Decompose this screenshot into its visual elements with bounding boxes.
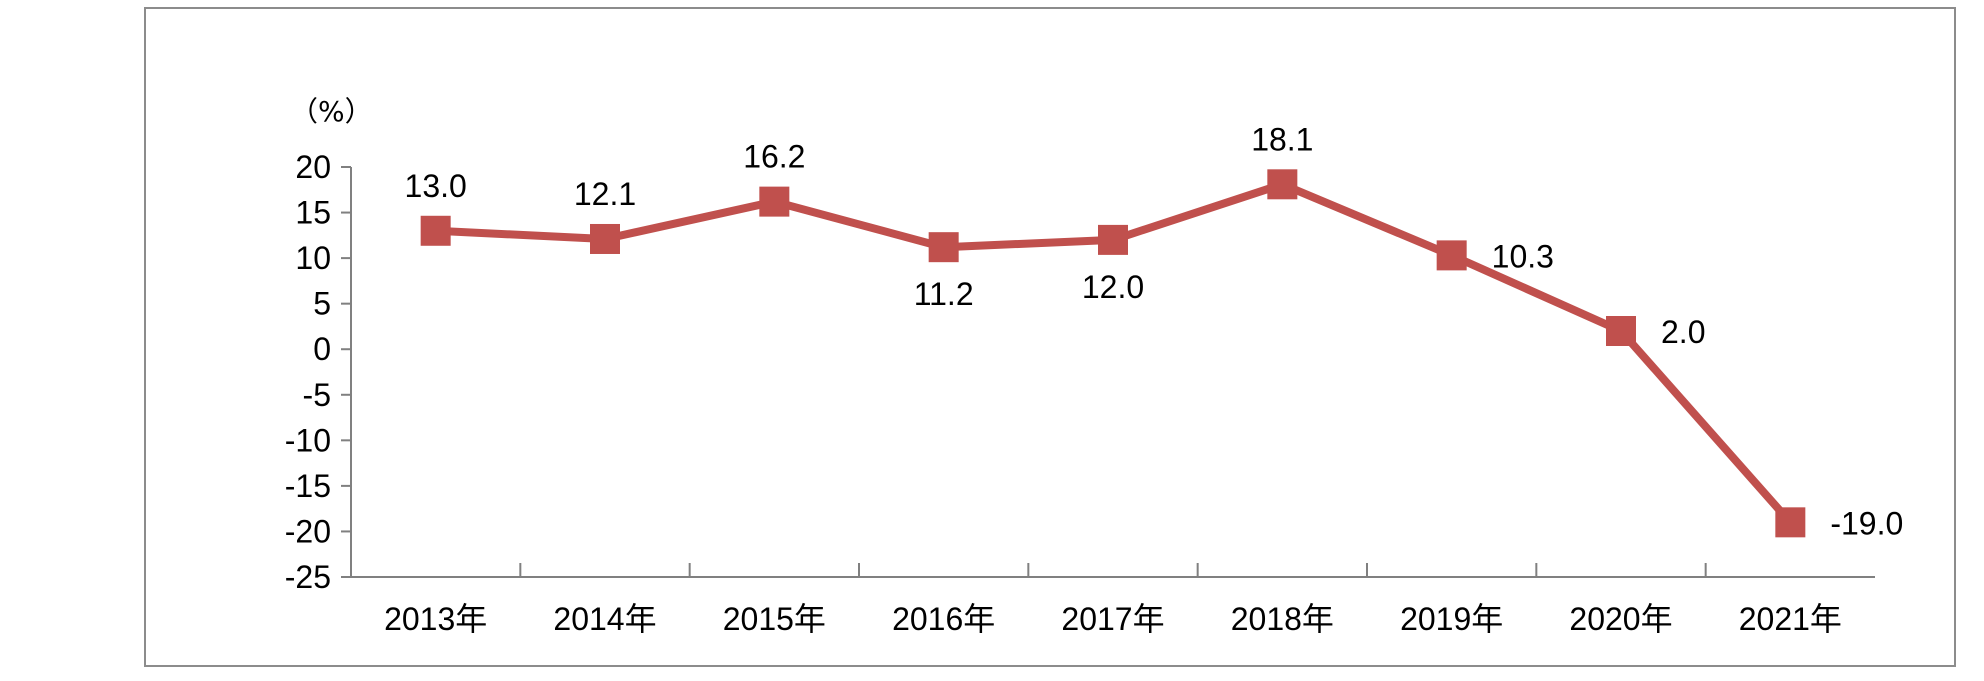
data-labels: 13.0 12.1 16.2 11.2 12.0 18.1 10.3 2.0 -19.0: [405, 121, 1904, 541]
y-tick-label: 20: [295, 149, 331, 185]
data-point-marker: [1098, 224, 1128, 255]
y-tick-label: 15: [295, 195, 331, 231]
x-tick-label: 2014年: [553, 601, 656, 637]
x-tick-label: 2018年: [1231, 601, 1334, 637]
x-tick-label: 2020年: [1569, 601, 1672, 637]
series-layer: [420, 169, 1806, 538]
data-label: 16.2: [743, 139, 805, 175]
x-tick-label: 2015年: [723, 601, 826, 637]
data-label: -19.0: [1830, 505, 1903, 541]
data-point-marker: [420, 215, 451, 246]
data-point-marker: [590, 223, 620, 254]
data-label: 18.1: [1251, 121, 1313, 157]
data-point-marker: [1775, 507, 1806, 538]
y-tick-label: 5: [313, 286, 331, 322]
x-tick-label: 2019年: [1400, 601, 1503, 637]
x-tick-label: 2013年: [384, 601, 487, 637]
x-axis-ticks: 2013年 2014年 2015年 2016年 2017年 2018年 2019年 2020年…: [384, 563, 1842, 637]
chart-frame: [144, 7, 1956, 667]
y-tick-label: -5: [303, 377, 331, 413]
data-point-marker: [928, 232, 959, 263]
data-point-marker: [1436, 240, 1467, 271]
data-label: 11.2: [914, 276, 974, 312]
y-tick-label: -25: [285, 559, 331, 595]
y-tick-label: -15: [285, 468, 331, 504]
y-axis-ticks: 20 15 10 5 0 -5 -10 -15 -20 -25: [285, 149, 351, 595]
data-label: 12.1: [574, 176, 636, 212]
data-label: 12.0: [1082, 269, 1144, 305]
data-point-marker: [759, 186, 790, 217]
data-label: 2.0: [1661, 314, 1705, 350]
x-tick-label: 2017年: [1061, 601, 1164, 637]
y-tick-label: -10: [285, 422, 331, 458]
y-tick-label: -20: [285, 513, 331, 549]
y-tick-label: 10: [295, 240, 331, 276]
x-tick-label: 2016年: [892, 601, 995, 637]
y-tick-label: 0: [313, 331, 331, 367]
data-point-marker: [1606, 316, 1636, 346]
data-label: 10.3: [1492, 238, 1554, 274]
y-unit-label: （%）: [290, 95, 373, 128]
data-point-marker: [1267, 169, 1298, 200]
x-tick-label: 2021年: [1739, 601, 1842, 637]
data-label: 13.0: [405, 168, 467, 204]
